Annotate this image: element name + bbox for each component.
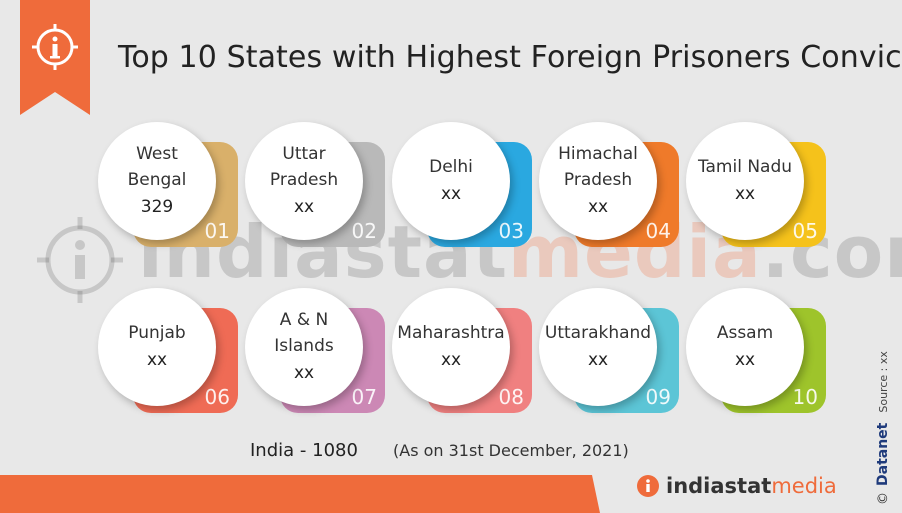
logo-word: indiastat <box>666 474 772 498</box>
rank-number: 10 <box>792 385 818 409</box>
page-title: Top 10 States with Highest Foreign Priso… <box>118 40 902 75</box>
side-credit: © Datanet Source : xx <box>873 330 897 505</box>
state-value: xx <box>587 197 609 217</box>
rank-number: 01 <box>204 219 230 243</box>
state-value: xx <box>440 350 462 370</box>
state-value: xx <box>734 184 756 204</box>
state-circle: Punjab xx <box>98 288 216 406</box>
logo-info-icon <box>637 475 659 497</box>
state-circle: Uttar Pradesh xx <box>245 122 363 240</box>
state-card: 01 West Bengal 329 <box>98 122 238 247</box>
state-card: 06 Punjab xx <box>98 288 238 413</box>
rank-number: 07 <box>351 385 377 409</box>
state-card: 02 Uttar Pradesh xx <box>245 122 385 247</box>
state-card: 10 Assam xx <box>686 288 826 413</box>
footer-bar <box>0 475 600 513</box>
indiastat-logo: indiastat media <box>636 474 837 498</box>
state-value: xx <box>293 197 315 217</box>
rank-number: 03 <box>498 219 524 243</box>
state-card: 03 Delhi xx <box>392 122 532 247</box>
india-total: India - 1080 <box>250 440 358 461</box>
state-circle: Uttarakhand xx <box>539 288 657 406</box>
state-card: 09 Uttarakhand xx <box>539 288 679 413</box>
rank-number: 09 <box>645 385 671 409</box>
state-card: 08 Maharashtra xx <box>392 288 532 413</box>
state-value: xx <box>587 350 609 370</box>
rank-number: 02 <box>351 219 377 243</box>
state-name: Assam <box>716 323 774 343</box>
source-note: Source : xx <box>876 351 890 413</box>
state-circle: Delhi xx <box>392 122 510 240</box>
state-value: 329 <box>140 197 174 217</box>
rank-number: 08 <box>498 385 524 409</box>
logo-media: media <box>771 474 837 498</box>
state-card: 04 Himachal Pradesh xx <box>539 122 679 247</box>
state-name: Himachal Pradesh <box>558 144 638 190</box>
state-name: Tamil Nadu <box>697 157 793 177</box>
state-value: xx <box>293 363 315 383</box>
state-name: Delhi <box>429 157 473 177</box>
state-name: Uttar Pradesh <box>269 144 339 190</box>
state-card: 07 A & N Islands xx <box>245 288 385 413</box>
state-value: xx <box>440 184 462 204</box>
state-circle: Maharashtra xx <box>392 288 510 406</box>
state-circle: A & N Islands xx <box>245 288 363 406</box>
state-name: Maharashtra <box>397 323 505 343</box>
state-name: A & N Islands <box>274 310 334 356</box>
state-circle: West Bengal 329 <box>98 122 216 240</box>
info-icon <box>32 24 78 70</box>
rank-number: 06 <box>204 385 230 409</box>
copyright-symbol: © <box>875 492 891 505</box>
state-circle: Himachal Pradesh xx <box>539 122 657 240</box>
datanet-brand: Datanet <box>875 422 891 486</box>
state-name: Uttarakhand <box>544 323 652 343</box>
rank-number: 04 <box>645 219 671 243</box>
rank-number: 05 <box>792 219 818 243</box>
state-name: West Bengal <box>127 144 187 190</box>
state-circle: Assam xx <box>686 288 804 406</box>
header-ribbon <box>20 0 90 115</box>
state-card: 05 Tamil Nadu xx <box>686 122 826 247</box>
state-name: Punjab <box>128 323 186 343</box>
as-on-date: (As on 31st December, 2021) <box>393 441 629 460</box>
state-value: xx <box>734 350 756 370</box>
state-value: xx <box>146 350 168 370</box>
state-circle: Tamil Nadu xx <box>686 122 804 240</box>
watermark-info-icon <box>37 217 123 303</box>
